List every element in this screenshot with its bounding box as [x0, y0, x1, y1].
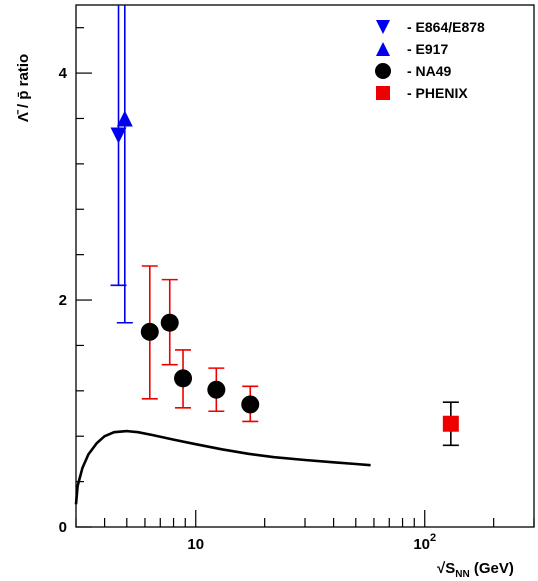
x-axis-label-unit: (GeV) [470, 560, 514, 577]
tick-labels: 0 2 4 10 102 [59, 65, 436, 553]
marker-circle [207, 380, 226, 399]
x-axis-label-sub: NN [455, 569, 469, 580]
marker-triangle-up [376, 42, 390, 56]
x-tick-label: 10 [187, 536, 204, 553]
marker-circle [375, 63, 391, 79]
x-axis-label: √SNN (GeV) [437, 560, 514, 580]
legend-label: - NA49 [407, 63, 452, 79]
marker-square [376, 86, 390, 100]
marker-circle [160, 313, 179, 332]
marker-triangle-down [110, 127, 127, 144]
y-axis-label: Λ̄ / p̄ ratio [15, 54, 32, 122]
marker-square [442, 415, 459, 432]
x-axis-label-root: √ [437, 560, 446, 577]
legend: - E864/E878 - E917 - NA49 - PHENIX [375, 19, 485, 101]
x-tick-label: 102 [413, 532, 436, 553]
y-tick-label: 4 [59, 65, 68, 82]
legend-label: - PHENIX [407, 85, 468, 101]
data-layer [110, 5, 459, 447]
marker-triangle-up [116, 110, 133, 127]
legend-label: - E864/E878 [407, 19, 485, 35]
marker-circle [174, 369, 193, 388]
model-curve-layer [74, 429, 371, 505]
x-axis-label-main: S [445, 560, 455, 577]
legend-label: - E917 [407, 41, 448, 57]
y-tick-label: 0 [59, 519, 67, 536]
marker-circle [140, 322, 159, 341]
y-tick-label: 2 [59, 292, 67, 309]
marker-triangle-down [376, 20, 390, 34]
model-curve [74, 429, 371, 505]
axis-ticks [75, 27, 535, 528]
marker-circle [241, 395, 260, 414]
